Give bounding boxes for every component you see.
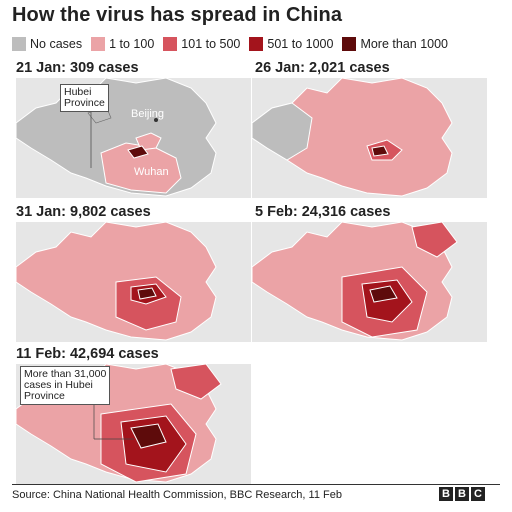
legend-item-1-100: 1 to 100 bbox=[91, 37, 154, 51]
map-panel-31-jan bbox=[16, 222, 251, 342]
legend-label: No cases bbox=[30, 37, 82, 51]
legend-label: 1 to 100 bbox=[109, 37, 154, 51]
map-panel-5-feb bbox=[252, 222, 487, 342]
legend-label: More than 1000 bbox=[360, 37, 448, 51]
china-map bbox=[16, 222, 251, 342]
legend: No cases 1 to 100 101 to 500 501 to 1000… bbox=[12, 36, 457, 52]
map-panel-26-jan bbox=[252, 78, 487, 198]
china-map bbox=[16, 78, 251, 198]
legend-swatch bbox=[12, 37, 26, 51]
source-divider bbox=[12, 484, 500, 485]
bbc-letter: B bbox=[455, 487, 469, 501]
china-map bbox=[252, 78, 487, 198]
bbc-letter: B bbox=[439, 487, 453, 501]
page-title: How the virus has spread in China bbox=[12, 4, 342, 27]
legend-label: 101 to 500 bbox=[181, 37, 240, 51]
wuhan-label: Wuhan bbox=[134, 166, 169, 178]
map-panel-11-feb: More than 31,000 cases in Hubei Province bbox=[16, 364, 251, 484]
source-text: Source: China National Health Commission… bbox=[12, 489, 342, 501]
map-panel-21-jan: Hubei Province Beijing Wuhan bbox=[16, 78, 251, 198]
legend-item-more-1000: More than 1000 bbox=[342, 37, 448, 51]
panel-title-21-jan: 21 Jan: 309 cases bbox=[16, 60, 139, 76]
bbc-letter: C bbox=[471, 487, 485, 501]
bbc-logo: B B C bbox=[439, 487, 487, 501]
hubei-province-label: Hubei Province bbox=[60, 84, 109, 112]
legend-label: 501 to 1000 bbox=[267, 37, 333, 51]
legend-swatch bbox=[163, 37, 177, 51]
panel-title-31-jan: 31 Jan: 9,802 cases bbox=[16, 204, 151, 220]
hubei-callout: More than 31,000 cases in Hubei Province bbox=[20, 366, 110, 405]
legend-swatch bbox=[91, 37, 105, 51]
panel-title-11-feb: 11 Feb: 42,694 cases bbox=[16, 346, 159, 362]
panel-title-5-feb: 5 Feb: 24,316 cases bbox=[255, 204, 390, 220]
beijing-label: Beijing bbox=[131, 108, 164, 120]
legend-item-101-500: 101 to 500 bbox=[163, 37, 240, 51]
china-map bbox=[252, 222, 487, 342]
legend-item-501-1000: 501 to 1000 bbox=[249, 37, 333, 51]
legend-swatch bbox=[249, 37, 263, 51]
panel-title-26-jan: 26 Jan: 2,021 cases bbox=[255, 60, 390, 76]
legend-item-no-cases: No cases bbox=[12, 37, 82, 51]
legend-swatch bbox=[342, 37, 356, 51]
